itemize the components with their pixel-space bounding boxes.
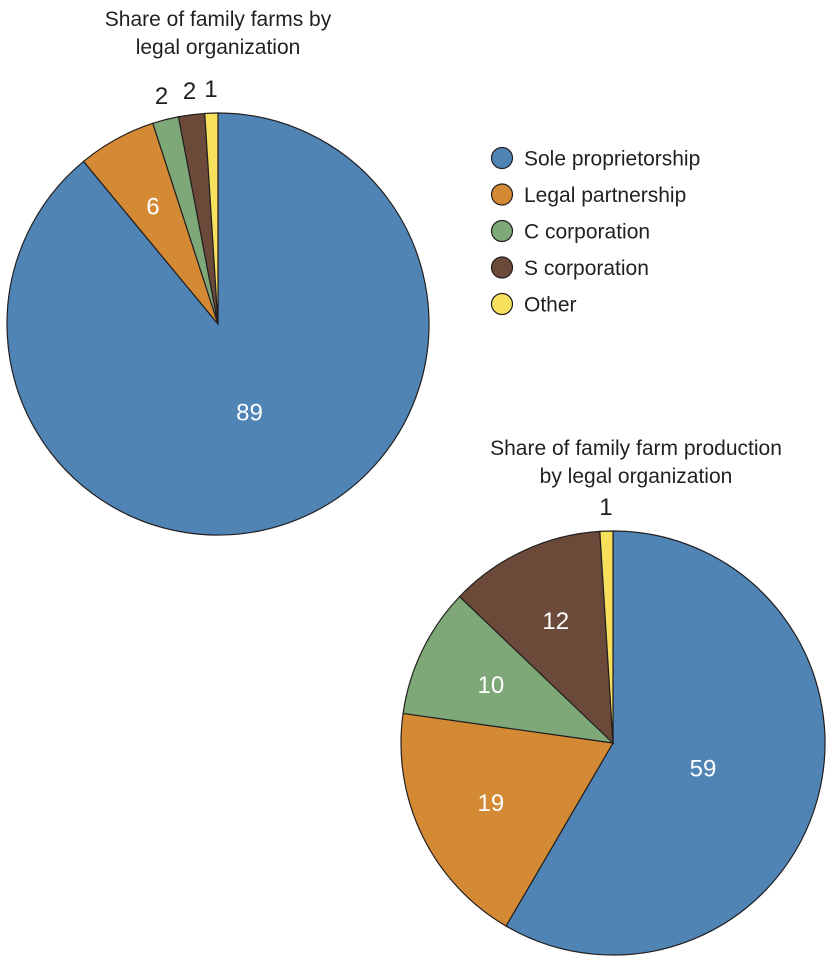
legend-label-s-corporation: S corporation — [524, 257, 649, 280]
legend-swatch-legal-partnership — [490, 183, 514, 206]
pie-2-label-other: 1 — [599, 494, 612, 521]
pie-2-slices: 59 19 10 12 1 — [400, 494, 826, 956]
legend-swatch-other — [490, 292, 514, 316]
pie-2-label-sole-proprietorship: 59 — [690, 755, 717, 782]
pie-1-label-s-corporation: 2 — [183, 78, 196, 105]
pie-2-slice-sole-proprietorship — [505, 530, 826, 956]
pie-1-label-legal-partnership: 6 — [146, 194, 159, 221]
pie-2-label-c-corporation: 10 — [478, 672, 505, 699]
legend-label-c-corporation: C corporation — [524, 221, 650, 244]
legend-label-legal-partnership: Legal partnership — [524, 184, 686, 207]
pie-1-title-line-1: Share of family farms by — [105, 8, 332, 31]
pie-1-slice-other — [204, 112, 219, 325]
pie-chart-production: Share of family farm production by legal… — [400, 437, 826, 956]
legend: Sole proprietorship Legal partnership C co… — [490, 146, 700, 317]
pie-chart-farms: Share of family farms by legal organizat… — [6, 8, 430, 536]
pie-2-slice-other — [599, 530, 614, 744]
pie-2-slice-c-corporation — [402, 595, 615, 744]
pie-1-label-other: 1 — [204, 76, 217, 103]
pie-2-title-line-2: by legal organization — [540, 465, 733, 488]
pie-1-label-c-corporation: 2 — [155, 83, 168, 110]
legend-label-other: Other — [524, 294, 577, 317]
legend-swatch-s-corporation — [490, 256, 514, 279]
pie-2-slice-legal-partnership — [400, 712, 614, 927]
pie-2-title-line-1: Share of family farm production — [490, 437, 782, 460]
legend-swatch-sole-proprietorship — [490, 146, 514, 170]
pie-1-title-line-2: legal organization — [136, 36, 301, 59]
pie-2-label-legal-partnership: 19 — [478, 790, 505, 817]
pie-2-label-s-corporation: 12 — [542, 608, 569, 635]
legend-label-sole-proprietorship: Sole proprietorship — [524, 148, 700, 171]
pie-1-label-sole-proprietorship: 89 — [236, 399, 263, 426]
legend-swatch-c-corporation — [490, 219, 514, 243]
pie-2-slice-s-corporation — [458, 530, 614, 745]
